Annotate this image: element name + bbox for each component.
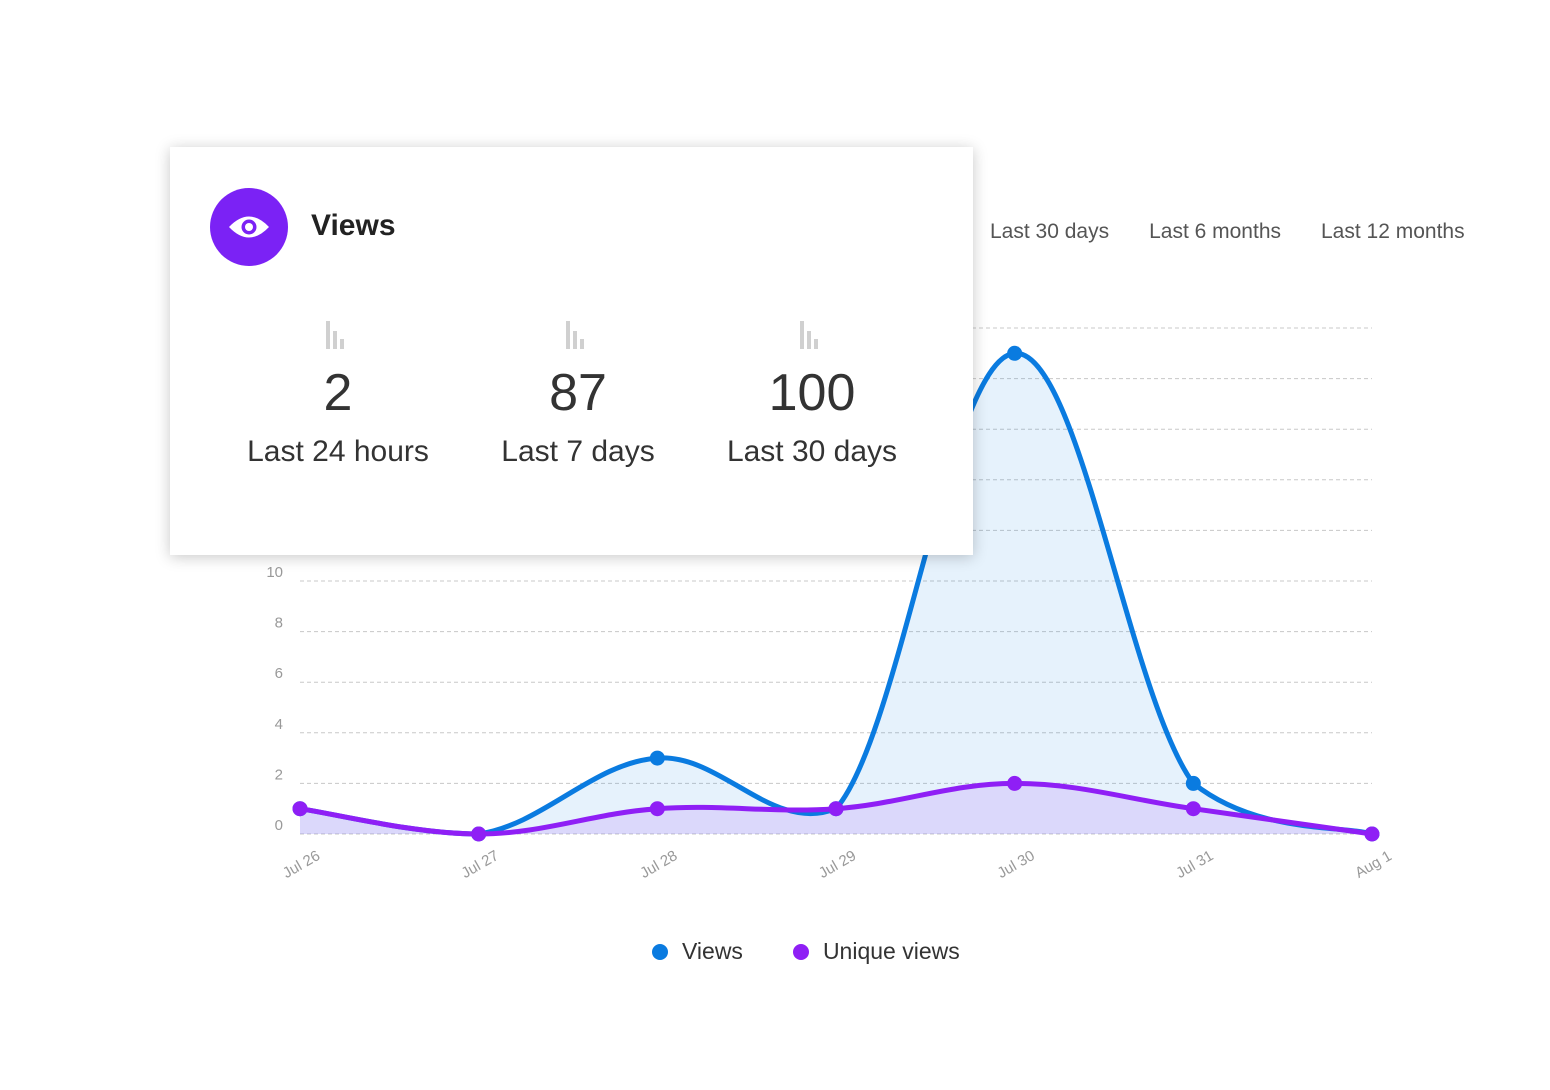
data-point — [1007, 345, 1023, 361]
chart-legend: Views Unique views — [652, 938, 960, 965]
data-point — [1185, 801, 1201, 817]
views-summary-card: Views 2 Last 24 hours 87 Last 7 days 100… — [170, 147, 973, 555]
data-point — [828, 801, 844, 817]
stat-last-7-days: 87 Last 7 days — [458, 319, 698, 469]
card-title: Views — [311, 209, 396, 242]
legend-views[interactable]: Views — [652, 938, 743, 965]
data-point — [1185, 775, 1201, 791]
stat-label: Last 30 days — [726, 435, 898, 468]
tab-last-30-days[interactable]: Last 30 days — [990, 220, 1110, 243]
data-point — [1007, 775, 1023, 791]
eye-icon — [210, 188, 288, 266]
y-tick-label: 4 — [275, 716, 283, 733]
data-point — [471, 826, 487, 842]
legend-unique-views[interactable]: Unique views — [792, 938, 960, 965]
x-tick-label: Jul 27 — [459, 847, 502, 882]
x-tick-label: Jul 30 — [995, 847, 1038, 882]
x-tick-label: Jul 26 — [280, 847, 323, 882]
series-line-0 — [297, 350, 1375, 837]
data-point — [292, 801, 308, 817]
data-point — [1364, 826, 1380, 842]
legend-label: Views — [682, 938, 743, 964]
bar-chart-icon — [458, 319, 698, 349]
stat-last-30-days: 100 Last 30 days — [692, 319, 932, 469]
range-tabs: Last 30 days Last 6 months Last 12 month… — [990, 220, 1465, 244]
y-tick-label: 0 — [275, 817, 283, 834]
bar-chart-icon — [218, 319, 458, 349]
bar-chart-icon — [692, 319, 932, 349]
stat-value: 87 — [549, 364, 607, 422]
legend-dot-icon — [792, 944, 809, 960]
tab-last-12-months[interactable]: Last 12 months — [1321, 220, 1465, 243]
legend-label: Unique views — [822, 938, 960, 964]
data-point — [649, 801, 665, 817]
y-tick-label: 6 — [275, 665, 283, 682]
data-point — [649, 750, 665, 766]
stat-label: Last 7 days — [501, 435, 655, 468]
y-tick-label: 2 — [275, 766, 283, 783]
y-tick-label: 8 — [275, 615, 283, 632]
x-tick-label: Jul 28 — [637, 847, 680, 882]
x-tick-label: Jul 31 — [1173, 847, 1216, 882]
legend-dot-icon — [652, 944, 668, 960]
series-area-0 — [300, 353, 1372, 834]
stat-label: Last 24 hours — [247, 435, 429, 468]
stat-last-24-hours: 2 Last 24 hours — [218, 319, 458, 469]
stat-value: 100 — [768, 364, 856, 422]
tab-last-6-months[interactable]: Last 6 months — [1149, 220, 1281, 243]
stat-value: 2 — [323, 364, 353, 422]
x-tick-label: Aug 1 — [1352, 847, 1394, 881]
y-tick-label: 10 — [266, 564, 283, 581]
x-tick-label: Jul 29 — [816, 847, 859, 882]
